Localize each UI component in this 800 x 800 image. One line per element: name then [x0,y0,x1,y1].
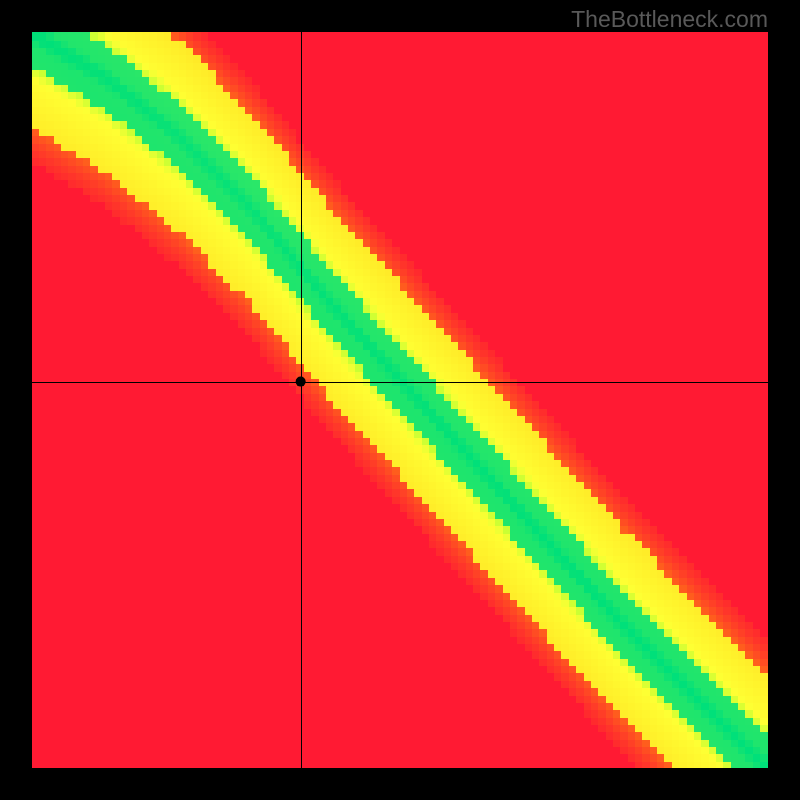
bottleneck-heatmap [32,32,768,768]
watermark-text: TheBottleneck.com [571,6,768,33]
